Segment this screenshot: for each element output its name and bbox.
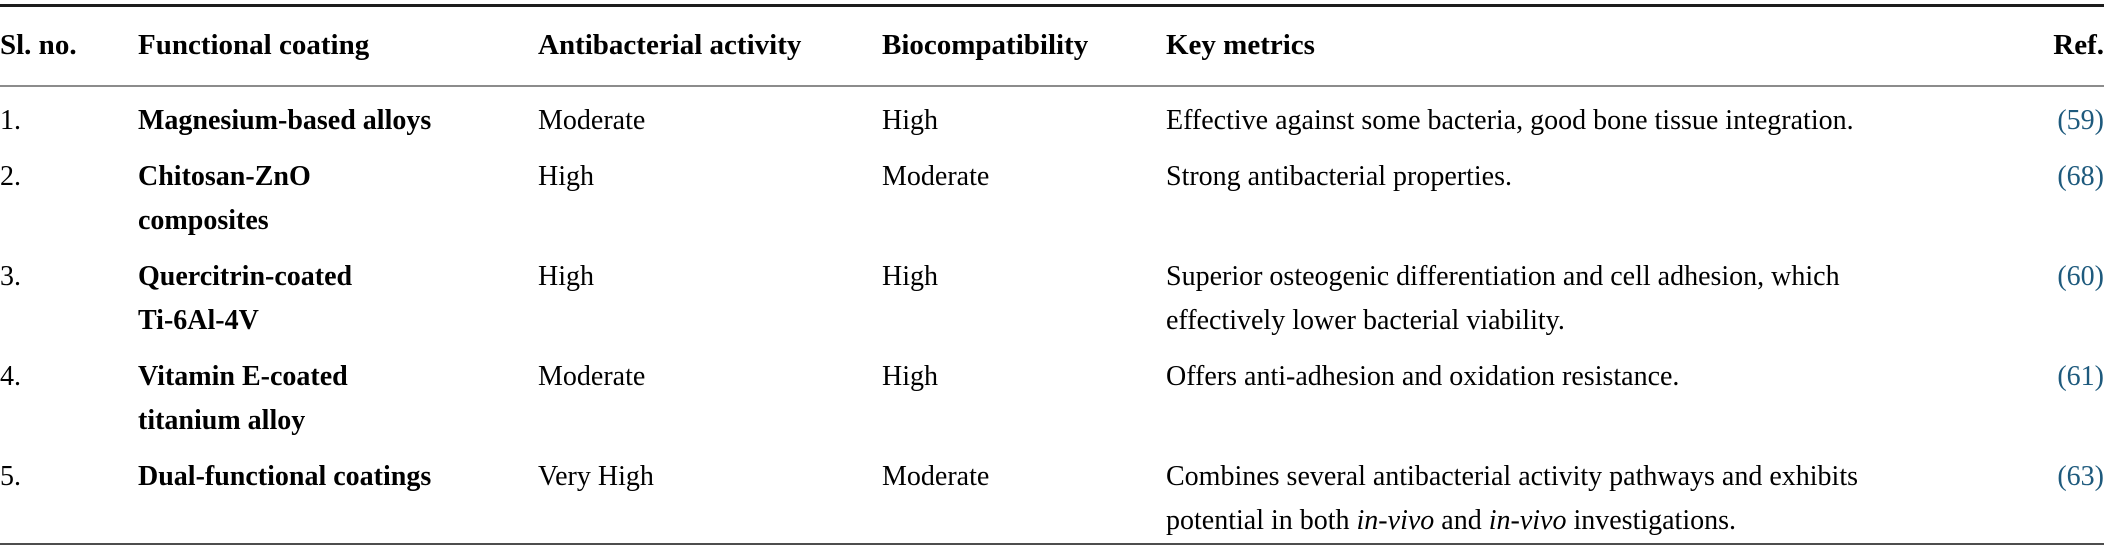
ref-cell: (60) xyxy=(2010,243,2104,343)
key-metrics-cell: Superior osteogenic differentiation and … xyxy=(1166,243,2010,343)
ref-cell: (63) xyxy=(2010,443,2104,544)
coating-cell: Vitamin E-coated titanium alloy xyxy=(138,361,348,436)
italic-term: in-vivo xyxy=(1488,505,1567,536)
key-metrics-cell: Combines several antibacterial activity … xyxy=(1166,443,2010,544)
biocompatibility-cell: Moderate xyxy=(882,461,990,492)
antibacterial-cell: Moderate xyxy=(538,105,646,136)
column-header-antibacterial-activity: Antibacterial activity xyxy=(538,5,882,87)
coating-cell: Dual-functional coatings xyxy=(138,461,432,492)
italic-term: in-vivo xyxy=(1356,505,1435,536)
antibacterial-cell: High xyxy=(538,161,594,192)
antibacterial-cell: High xyxy=(538,261,594,292)
citation-link[interactable]: (59) xyxy=(2057,105,2104,136)
metrics-text: and xyxy=(1434,505,1489,536)
citation-link[interactable]: (60) xyxy=(2057,261,2104,292)
sl-no-cell: 3. xyxy=(0,261,21,292)
sl-no-cell: 5. xyxy=(0,461,21,492)
column-header-sl-no: Sl. no. xyxy=(0,5,138,87)
coating-cell: Quercitrin-coated Ti-6Al-4V xyxy=(138,261,353,336)
antibacterial-cell: Moderate xyxy=(538,361,646,392)
metrics-text: potential in both xyxy=(1166,505,1357,536)
biocompatibility-cell: High xyxy=(882,261,938,292)
table-row: 3. Quercitrin-coated Ti-6Al-4V High High Supe… xyxy=(0,243,2104,343)
column-header-key-metrics: Key metrics xyxy=(1166,5,2010,87)
metrics-text: investigations. xyxy=(1566,505,1737,536)
metrics-text: Strong antibacterial properties. xyxy=(1166,161,1512,192)
coating-cell: Magnesium-based alloys xyxy=(138,105,432,136)
citation-link[interactable]: (63) xyxy=(2057,461,2104,492)
sl-no-cell: 1. xyxy=(0,105,21,136)
ref-cell: (59) xyxy=(2010,86,2104,143)
functional-coatings-table: Sl. no. Functional coating Antibacterial… xyxy=(0,4,2104,545)
key-metrics-cell: Strong antibacterial properties. xyxy=(1166,143,2010,243)
ref-cell: (68) xyxy=(2010,143,2104,243)
metrics-text: Effective against some bacteria, good bo… xyxy=(1166,105,1854,136)
column-header-functional-coating: Functional coating xyxy=(138,5,538,87)
table-row: 4. Vitamin E-coated titanium alloy Moderate… xyxy=(0,343,2104,443)
key-metrics-cell: Effective against some bacteria, good bo… xyxy=(1166,86,2010,143)
biocompatibility-cell: Moderate xyxy=(882,161,990,192)
biocompatibility-cell: High xyxy=(882,361,938,392)
biocompatibility-cell: High xyxy=(882,105,938,136)
table-row: 5. Dual-functional coatings Very High Moder… xyxy=(0,443,2104,544)
sl-no-cell: 4. xyxy=(0,361,21,392)
table-body: 1. Magnesium-based alloys Moderate High Effe… xyxy=(0,86,2104,544)
metrics-text: Superior osteogenic differentiation and … xyxy=(1166,261,1840,292)
table-row: 1. Magnesium-based alloys Moderate High Effe… xyxy=(0,86,2104,143)
citation-link[interactable]: (68) xyxy=(2057,161,2104,192)
header-row: Sl. no. Functional coating Antibacterial… xyxy=(0,5,2104,87)
citation-link[interactable]: (61) xyxy=(2057,361,2104,392)
metrics-text: Offers anti-adhesion and oxidation resis… xyxy=(1166,361,1680,392)
table-row: 2. Chitosan-ZnO composites High Moderate Stro… xyxy=(0,143,2104,243)
antibacterial-cell: Very High xyxy=(538,461,654,492)
metrics-text: effectively lower bacterial viability. xyxy=(1166,305,1565,336)
sl-no-cell: 2. xyxy=(0,161,21,192)
column-header-ref: Ref. xyxy=(2010,5,2104,87)
metrics-text: Combines several antibacterial activity … xyxy=(1166,461,1859,492)
ref-cell: (61) xyxy=(2010,343,2104,443)
key-metrics-cell: Offers anti-adhesion and oxidation resis… xyxy=(1166,343,2010,443)
column-header-biocompatibility: Biocompatibility xyxy=(882,5,1166,87)
coating-cell: Chitosan-ZnO composites xyxy=(138,161,311,236)
